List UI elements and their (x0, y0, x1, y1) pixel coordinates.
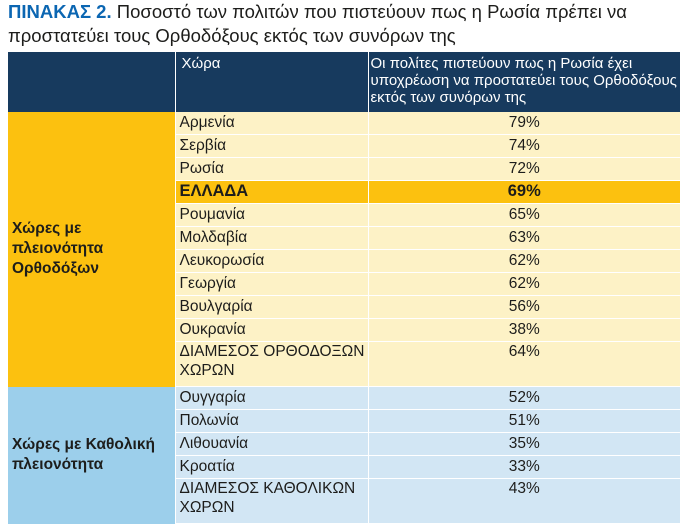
country-cell: Ουγγαρία (175, 386, 369, 410)
orthodox-group-label: Χώρες με πλειονότητα Ορθοδόξων (12, 220, 104, 278)
value-cell: 62% (368, 249, 680, 273)
country-cell: Μολδαβία (175, 226, 369, 250)
country-cell: Κροατία (175, 455, 369, 479)
country-cell: Ρουμανία (175, 203, 369, 227)
survey-table: Χώρα Οι πολίτες πιστεύουν πως η Ρωσία έχ… (8, 52, 680, 524)
value-cell: 79% (368, 112, 680, 135)
table-row: Λιθουανία 35% (8, 432, 680, 456)
table-row: Κροατία 33% (8, 455, 680, 479)
table-row: Βουλγαρία 56% (8, 295, 680, 319)
value-cell: 51% (368, 409, 680, 433)
table-row: Γεωργία 62% (8, 272, 680, 296)
value-cell: 74% (368, 134, 680, 158)
table-title-text: Ποσοστό των πολιτών που πιστεύουν πως η … (8, 1, 627, 46)
value-cell: 72% (368, 157, 680, 181)
average-row: ΔΙΑΜΕΣΟΣ ΟΡΘΟΔΟΞΩΝ ΧΩΡΩΝ 64% (8, 341, 680, 387)
header-row: Χώρα Οι πολίτες πιστεύουν πως η Ρωσία έχ… (8, 52, 680, 112)
table-number-label: ΠΙΝΑΚΑΣ 2. (8, 1, 112, 22)
catholic-group-label: Χώρες με Καθολική πλειονότητα (12, 436, 155, 473)
average-value: 64% (368, 341, 680, 387)
country-cell: Ουκρανία (175, 318, 369, 342)
average-row: ΔΙΑΜΕΣΟΣ ΚΑΘΟΛΙΚΩΝ ΧΩΡΩΝ 43% (8, 478, 680, 524)
table-row: Λευκορωσία 62% (8, 249, 680, 273)
country-cell: Βουλγαρία (175, 295, 369, 319)
country-cell: Πολωνία (175, 409, 369, 433)
header-blank-cell (8, 52, 176, 112)
value-cell: 38% (368, 318, 680, 342)
table-row: Χώρες με Καθολική πλειονότητα Ουγγαρία 5… (8, 386, 680, 524)
value-cell: 56% (368, 295, 680, 319)
orthodox-group-cell: Χώρες με πλειονότητα Ορθοδόξων (8, 112, 176, 387)
country-cell: Ρωσία (175, 157, 369, 181)
value-cell: 52% (368, 386, 680, 410)
header-value: Οι πολίτες πιστεύουν πως η Ρωσία έχει υπ… (368, 52, 680, 112)
average-label: ΔΙΑΜΕΣΟΣ ΟΡΘΟΔΟΞΩΝ ΧΩΡΩΝ (175, 341, 369, 387)
table-row: Πολωνία 51% (8, 409, 680, 433)
value-cell: 62% (368, 272, 680, 296)
country-cell: Σερβία (175, 134, 369, 158)
country-cell: Γεωργία (175, 272, 369, 296)
table-row: Σερβία 74% (8, 134, 680, 158)
catholic-group-cell: Χώρες με Καθολική πλειονότητα (8, 386, 176, 524)
average-label: ΔΙΑΜΕΣΟΣ ΚΑΘΟΛΙΚΩΝ ΧΩΡΩΝ (175, 478, 369, 524)
average-value: 43% (368, 478, 680, 524)
table-row: Χώρες με πλειονότητα Ορθοδόξων Αρμενία 7… (8, 112, 680, 387)
table-row: Ρωσία 72% (8, 157, 680, 181)
value-cell: 69% (368, 180, 680, 204)
table-title: ΠΙΝΑΚΑΣ 2. Ποσοστό των πολιτών που πιστε… (8, 0, 698, 48)
value-cell: 35% (368, 432, 680, 456)
country-cell: Λιθουανία (175, 432, 369, 456)
value-cell: 33% (368, 455, 680, 479)
value-cell: 65% (368, 203, 680, 227)
country-cell: ΕΛΛΑΔΑ (175, 180, 369, 204)
country-cell: Αρμενία (175, 112, 369, 135)
table-row: Ρουμανία 65% (8, 203, 680, 227)
country-cell: Λευκορωσία (175, 249, 369, 273)
table-row: Ουκρανία 38% (8, 318, 680, 342)
header-country: Χώρα (175, 52, 369, 112)
value-cell: 63% (368, 226, 680, 250)
table-row: Μολδαβία 63% (8, 226, 680, 250)
highlighted-row: ΕΛΛΑΔΑ 69% (8, 180, 680, 204)
